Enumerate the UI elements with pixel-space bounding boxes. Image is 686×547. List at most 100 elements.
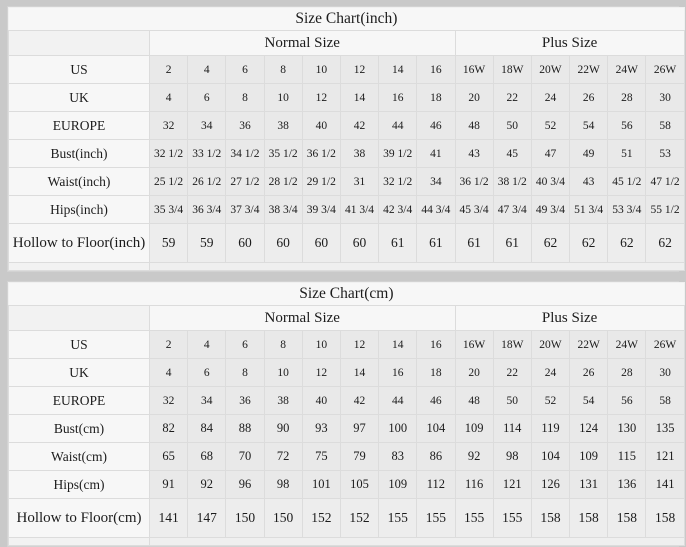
table-cell: 24W: [607, 330, 647, 359]
table-cell: 59: [187, 223, 227, 263]
table-cell: 8: [263, 330, 303, 359]
table-row: Hollow to Floor(inch) 59 59 60 60 60 60 61 61 61 6…: [8, 223, 685, 263]
table-cell: 45 1/2: [607, 167, 647, 196]
table-cell: 109: [454, 414, 494, 443]
table-row: Hollow to Floor(cm) 141 147 150 150 152 152 155…: [8, 498, 685, 538]
table-cell: 47 3/4: [492, 195, 532, 224]
table-cell: 93: [301, 414, 341, 443]
table-cell: 60: [339, 223, 380, 263]
group-header-row: Normal Size Plus Size: [8, 305, 685, 331]
table-row: Waist(cm) 65 68 70 72 75 79 83 86 92 98 104 109 115 12…: [8, 442, 685, 471]
table-cell: 32: [148, 111, 189, 140]
spacer-cell: [8, 262, 150, 271]
table-row: UK 4 6 8 10 12 14 16 18 20 22 24 26 28 30: [8, 358, 685, 387]
spacer-cell: [149, 262, 685, 271]
table-cell: 82: [148, 414, 189, 443]
table-cell: 104: [416, 414, 456, 443]
table-row: EUROPE 32 34 36 38 40 42 44 46 48 50 52 54 56 58: [8, 386, 685, 415]
table-cell: 62: [569, 223, 609, 263]
table-cell: 47 1/2: [645, 167, 685, 196]
table-row: Bust(cm) 82 84 88 90 93 97 100 104 109 114 119 124 13…: [8, 414, 685, 443]
table-cell: 45: [492, 139, 532, 168]
table-cell: 114: [492, 414, 532, 443]
table-cell: 47: [530, 139, 571, 168]
table-cell: 48: [454, 386, 494, 415]
table-cell: 20: [454, 83, 494, 112]
table-cell: 130: [607, 414, 647, 443]
table-cell: 56: [607, 111, 647, 140]
table-cell: 119: [530, 414, 571, 443]
table-cell: 40: [301, 386, 341, 415]
row-label-bustcm: Bust(cm): [8, 414, 150, 443]
table-cell: 36 1/2: [454, 167, 494, 196]
table-cell: 61: [454, 223, 494, 263]
table-cell: 38: [263, 386, 303, 415]
table-cell: 28: [607, 358, 647, 387]
table-cell: 100: [378, 414, 418, 443]
table-cell: 24: [530, 358, 571, 387]
table-cell: 105: [339, 470, 380, 499]
table-cell: 83: [378, 442, 418, 471]
table-cell: 8: [263, 55, 303, 84]
table-cell: 6: [225, 330, 265, 359]
table-cell: 26W: [645, 330, 685, 359]
table-row: US 2 4 6 8 10 12 14 16 16W 18W 20W 22W 24W 26W: [8, 330, 685, 359]
table-cell: 16: [416, 55, 456, 84]
table-cell: 37 3/4: [225, 195, 265, 224]
table-cell: 42 3/4: [378, 195, 418, 224]
table-cell: 4: [148, 83, 189, 112]
table-cell: 46: [416, 386, 456, 415]
table-cell: 35 3/4: [148, 195, 189, 224]
group-header-corner: [8, 305, 150, 331]
group-header-corner: [8, 30, 150, 56]
table-cell: 91: [148, 470, 189, 499]
table-cell: 155: [378, 498, 418, 538]
table-cell: 86: [416, 442, 456, 471]
table-cell: 46: [416, 111, 456, 140]
table-cell: 12: [301, 83, 341, 112]
table-cell: 38 1/2: [492, 167, 532, 196]
table-cell: 62: [530, 223, 571, 263]
table-cell: 10: [301, 330, 341, 359]
table-cell: 29 1/2: [301, 167, 341, 196]
table-cell: 53 3/4: [607, 195, 647, 224]
table-cell: 10: [263, 358, 303, 387]
table-cell: 92: [187, 470, 227, 499]
table-cell: 40: [301, 111, 341, 140]
table-cell: 25 1/2: [148, 167, 189, 196]
row-label-waistcm: Waist(cm): [8, 442, 150, 471]
table-cell: 30: [645, 83, 685, 112]
table-cell: 36: [225, 111, 265, 140]
row-label-bustinch: Bust(inch): [8, 139, 150, 168]
table-cell: 38 3/4: [263, 195, 303, 224]
table-cell: 92: [454, 442, 494, 471]
table-cell: 18W: [492, 55, 532, 84]
table-cell: 155: [454, 498, 494, 538]
table-cell: 150: [225, 498, 265, 538]
table-bottom-spacer: [8, 537, 685, 546]
table-bottom-spacer: [8, 262, 685, 271]
table-cell: 32: [148, 386, 189, 415]
table-cell: 62: [645, 223, 685, 263]
table-cell: 38: [339, 139, 380, 168]
table-cell: 39 1/2: [378, 139, 418, 168]
table-cell: 42: [339, 111, 380, 140]
size-chart-inch-block: Size Chart(inch) Normal Size Plus Size US 2 4…: [7, 6, 685, 272]
table-cell: 50: [492, 386, 532, 415]
table-cell: 10: [301, 55, 341, 84]
table-cell: 61: [416, 223, 456, 263]
group-header-normal-size: Normal Size: [149, 305, 456, 331]
table-cell: 54: [569, 111, 609, 140]
table-cell: 101: [301, 470, 341, 499]
table-cell: 109: [569, 442, 609, 471]
row-label-uk: UK: [8, 83, 150, 112]
table-cell: 50: [492, 111, 532, 140]
table-cell: 70: [225, 442, 265, 471]
row-label-uk: UK: [8, 358, 150, 387]
table-cell: 96: [225, 470, 265, 499]
table-cell: 65: [148, 442, 189, 471]
table-cell: 150: [263, 498, 303, 538]
row-label-europe: EUROPE: [8, 111, 150, 140]
table-cell: 32 1/2: [378, 167, 418, 196]
table-cell: 152: [339, 498, 380, 538]
